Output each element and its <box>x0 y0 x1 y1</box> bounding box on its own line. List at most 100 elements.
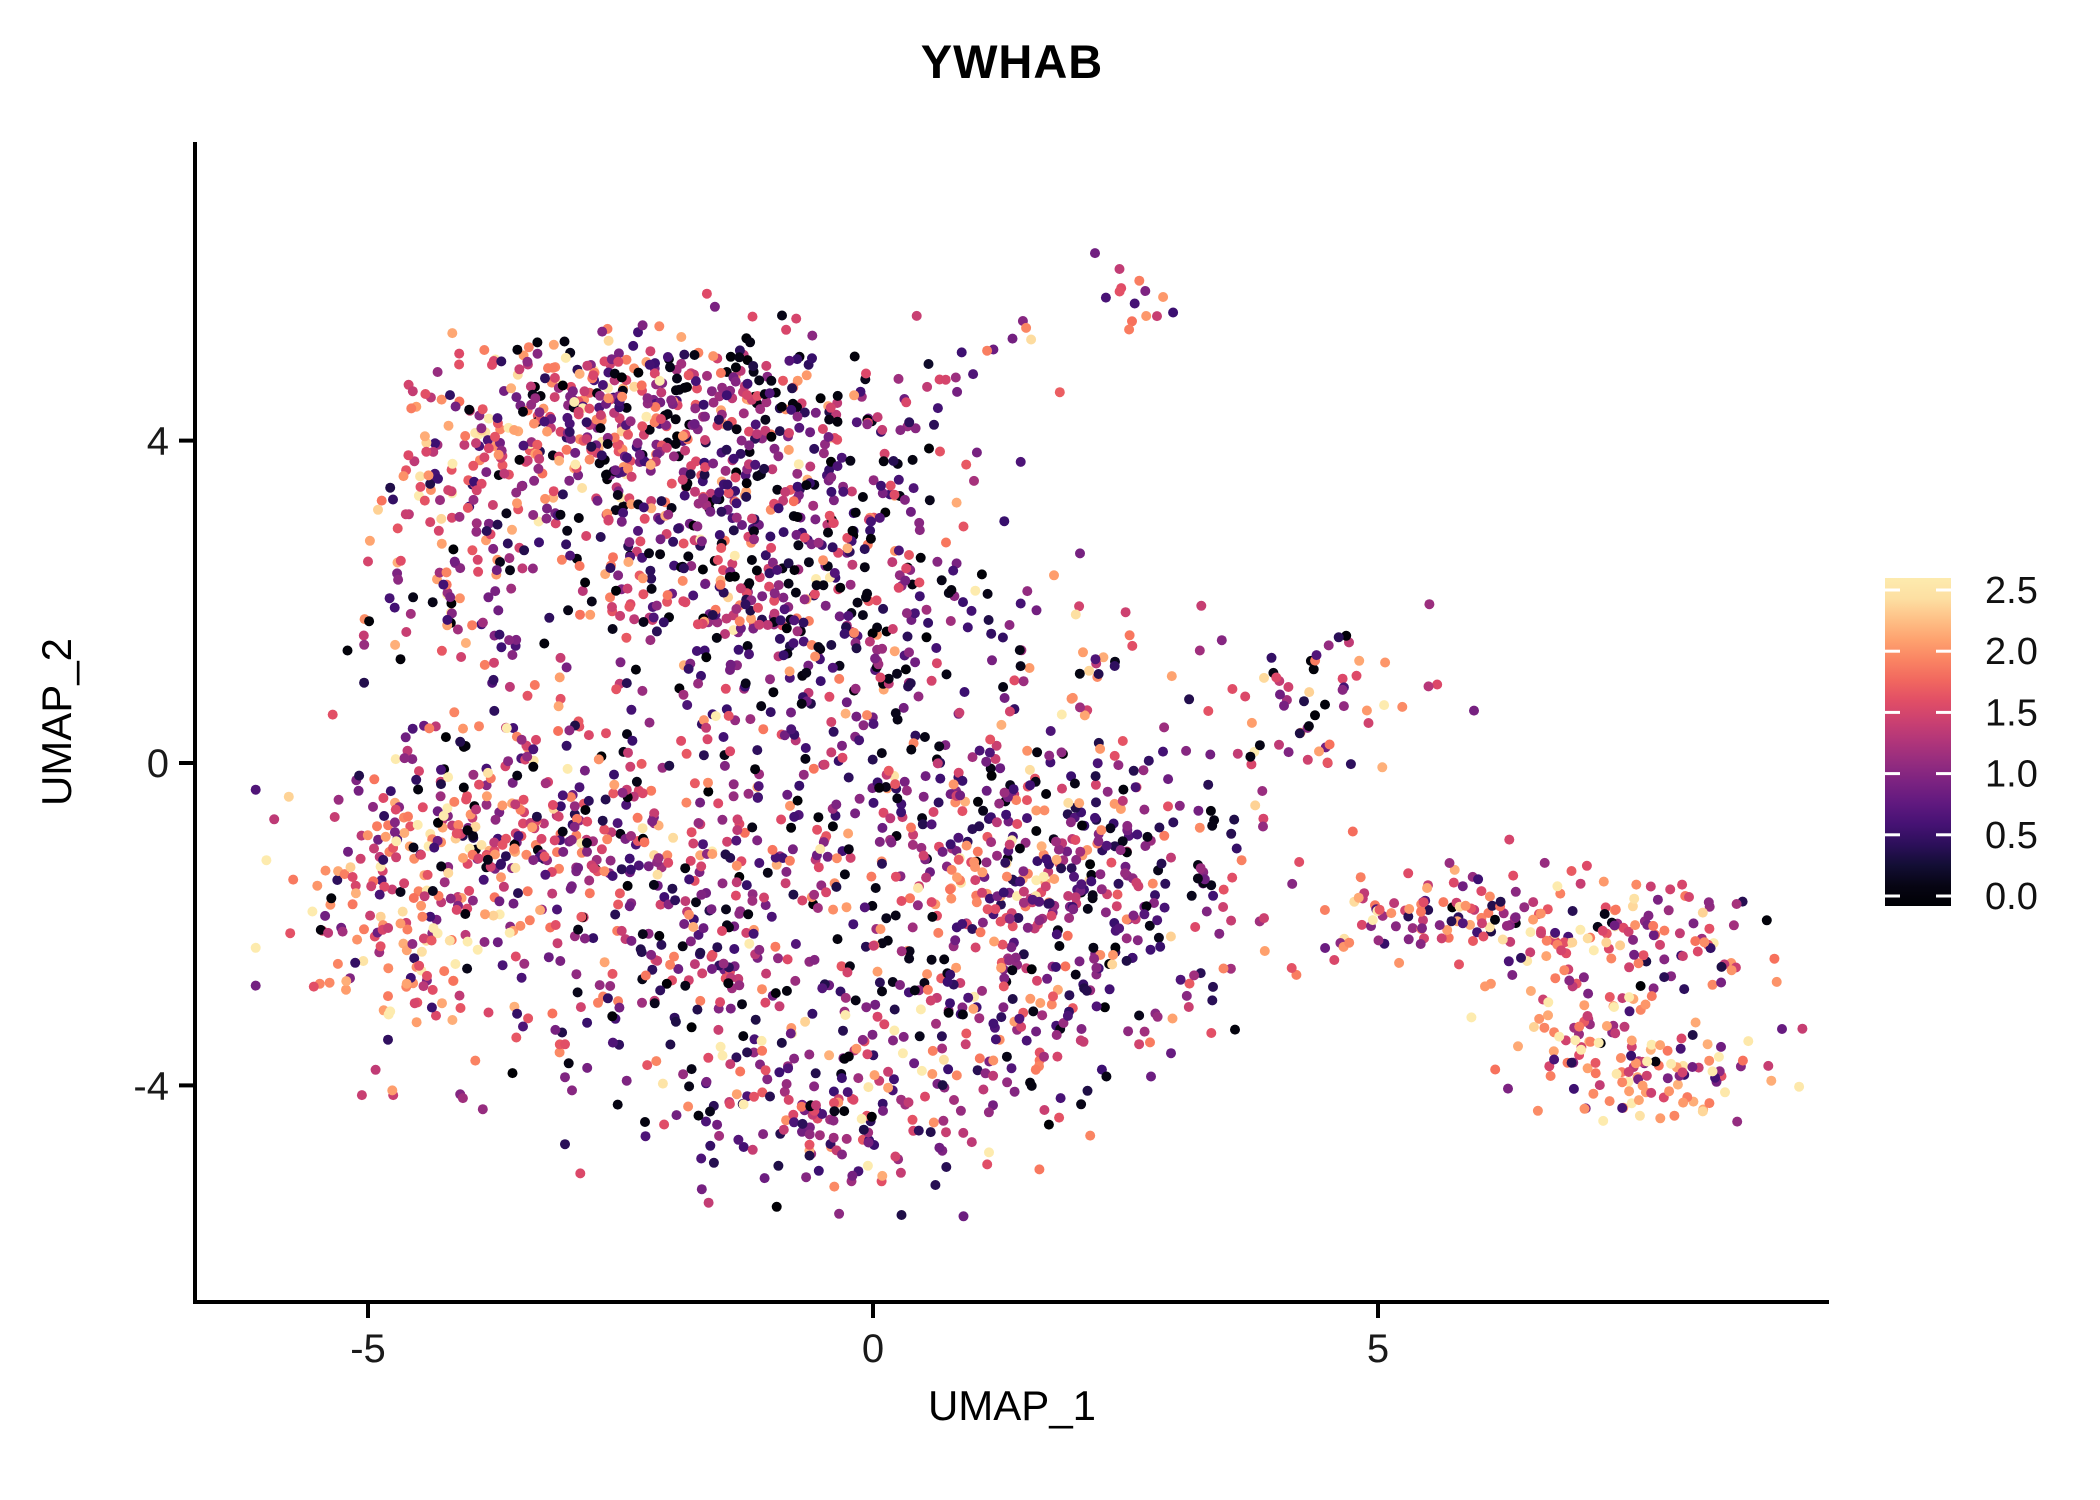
data-point <box>823 432 834 442</box>
data-point <box>458 723 468 734</box>
data-point <box>788 638 799 649</box>
data-point <box>426 935 437 946</box>
data-point <box>1259 946 1270 956</box>
data-point <box>516 972 527 983</box>
data-point <box>769 595 780 606</box>
data-point <box>1095 869 1106 880</box>
data-point <box>1236 855 1247 866</box>
data-point <box>791 313 802 324</box>
data-point <box>1100 292 1111 303</box>
data-point <box>1650 1056 1661 1067</box>
data-point <box>913 691 924 702</box>
data-point <box>1311 650 1322 661</box>
data-point <box>927 911 938 922</box>
data-point <box>553 701 564 712</box>
data-point <box>1354 655 1365 666</box>
data-point <box>747 895 758 906</box>
data-point <box>1556 945 1567 956</box>
data-point <box>837 740 847 751</box>
data-point <box>408 893 419 903</box>
data-point <box>1258 813 1269 824</box>
data-point <box>720 465 731 476</box>
data-point <box>691 456 701 467</box>
data-point <box>574 368 585 379</box>
data-point <box>804 1049 815 1060</box>
data-point <box>765 707 776 718</box>
data-point <box>416 946 427 957</box>
data-point <box>1532 1105 1543 1116</box>
data-point <box>915 1004 926 1015</box>
data-point <box>941 669 952 680</box>
data-point <box>843 828 854 839</box>
data-point <box>442 803 453 814</box>
data-point <box>1501 920 1512 931</box>
data-point <box>543 952 554 963</box>
data-point <box>948 779 959 790</box>
data-point <box>868 475 879 486</box>
data-point <box>595 390 605 401</box>
data-point <box>1075 846 1086 857</box>
data-point <box>714 391 725 402</box>
data-point <box>981 785 992 796</box>
data-point <box>333 794 344 805</box>
data-point <box>1062 930 1073 941</box>
data-point <box>725 659 736 670</box>
y-tick-label: -4 <box>133 1064 169 1108</box>
data-point <box>779 730 790 741</box>
data-point <box>1106 857 1117 868</box>
data-point <box>1454 959 1464 970</box>
data-point <box>621 354 632 365</box>
data-point <box>1432 679 1443 690</box>
data-point <box>729 550 740 561</box>
data-point <box>654 375 665 386</box>
data-point <box>401 978 412 989</box>
data-point <box>1127 316 1137 327</box>
data-point <box>677 941 688 952</box>
data-point <box>1039 1051 1049 1062</box>
data-point <box>1062 1010 1073 1021</box>
data-point <box>1044 898 1055 909</box>
data-point <box>572 987 583 998</box>
data-point <box>707 964 717 974</box>
data-point <box>596 450 607 461</box>
data-point <box>436 779 446 790</box>
data-point <box>1574 1021 1585 1032</box>
data-point <box>1513 1041 1523 1052</box>
data-point <box>945 839 956 850</box>
data-point <box>479 937 490 947</box>
data-point <box>1130 782 1141 793</box>
data-point <box>522 455 533 466</box>
data-point <box>859 902 870 913</box>
data-point <box>835 582 846 593</box>
data-point <box>998 887 1009 898</box>
data-point <box>643 861 654 872</box>
data-point <box>518 406 528 417</box>
data-point <box>792 481 803 492</box>
data-point <box>1271 672 1282 683</box>
data-point <box>753 602 763 613</box>
data-point <box>637 320 648 331</box>
data-point <box>872 966 883 977</box>
x-tick-label: 0 <box>862 1327 884 1371</box>
data-point <box>398 471 409 482</box>
data-point <box>742 390 752 400</box>
data-point <box>1363 718 1374 728</box>
data-point <box>1257 786 1268 796</box>
data-point <box>570 459 581 470</box>
data-point <box>1484 922 1495 933</box>
data-point <box>509 425 520 435</box>
data-point <box>698 493 709 504</box>
data-point <box>832 461 843 472</box>
data-point <box>1549 1054 1560 1065</box>
data-point <box>695 947 706 958</box>
data-point <box>760 1065 771 1076</box>
data-point <box>1129 298 1140 309</box>
data-point <box>636 947 647 958</box>
data-point <box>1158 292 1169 302</box>
data-point <box>1139 804 1150 815</box>
data-point <box>1027 894 1038 905</box>
data-point <box>904 550 914 560</box>
data-point <box>987 655 997 666</box>
data-point <box>1254 740 1265 751</box>
data-point <box>1550 927 1561 938</box>
